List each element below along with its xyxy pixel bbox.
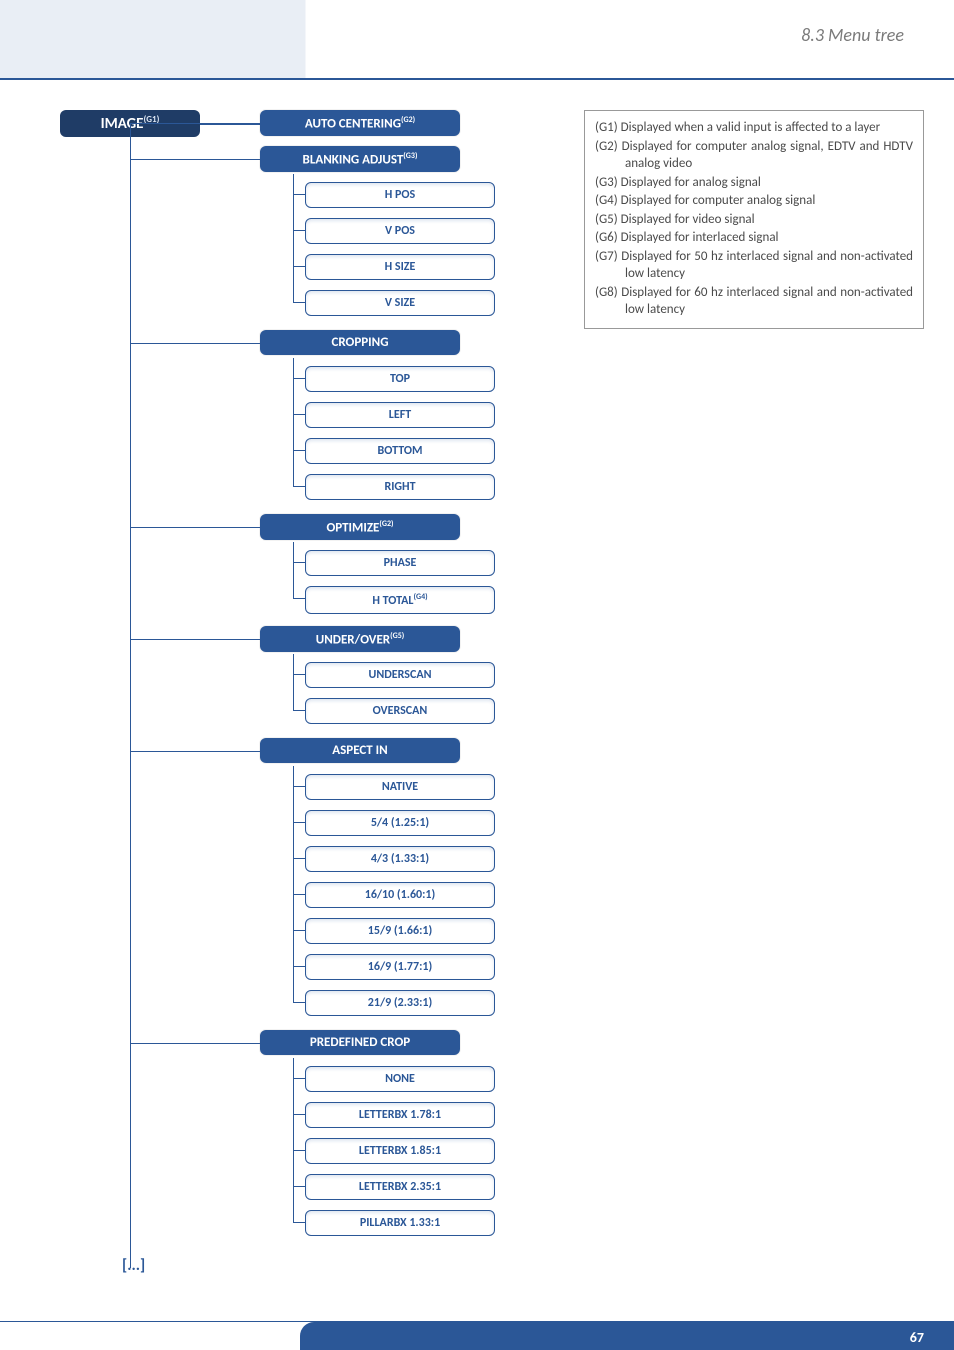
tree-section-4: UNDER/OVER(G5) xyxy=(260,626,460,652)
tree-line xyxy=(293,1078,305,1079)
tree-line xyxy=(293,358,294,486)
legend-item-1: (G2) Displayed for computer analog signa… xyxy=(595,138,913,173)
tree-leaf-1-2: H SIZE xyxy=(305,254,495,280)
tree-line xyxy=(293,822,305,823)
tree-line xyxy=(293,858,305,859)
tree-leaf-1-0: H POS xyxy=(305,182,495,208)
tree-line xyxy=(293,414,305,415)
tree-leaf-5-6: 21/9 (2.33:1) xyxy=(305,990,495,1016)
section-title: 8.3 Menu tree xyxy=(801,24,904,46)
tree-leaf-5-4: 15/9 (1.66:1) xyxy=(305,918,495,944)
tree-leaf-3-0: PHASE xyxy=(305,550,495,576)
tree-line xyxy=(293,486,305,487)
tree-line xyxy=(293,1058,294,1222)
tree-leaf-4-1: OVERSCAN xyxy=(305,698,495,724)
tree-section-2: CROPPING xyxy=(260,330,460,355)
content-area: IMAGE(G1) AUTO CENTERING(G2)BLANKING ADJ… xyxy=(0,110,954,1290)
tree-section-6: PREDEFINED CROP xyxy=(260,1030,460,1055)
tree-leaf-2-1: LEFT xyxy=(305,402,495,428)
tree-leaf-1-1: V POS xyxy=(305,218,495,244)
legend-item-4: (G5) Displayed for video signal xyxy=(595,211,913,229)
tree-leaf-2-3: RIGHT xyxy=(305,474,495,500)
tree-line xyxy=(293,266,305,267)
tree-line xyxy=(293,1002,305,1003)
tree-section-5: ASPECT IN xyxy=(260,738,460,763)
tree-line xyxy=(293,1114,305,1115)
tree-line xyxy=(293,1150,305,1151)
tree-line xyxy=(293,302,305,303)
tree-leaf-6-1: LETTERBX 1.78:1 xyxy=(305,1102,495,1128)
legend-item-3: (G4) Displayed for computer analog signa… xyxy=(595,192,913,210)
tree-line xyxy=(293,674,305,675)
tree-continuation: [...] xyxy=(122,1256,145,1275)
legend-item-6: (G7) Displayed for 50 hz interlaced sign… xyxy=(595,248,913,283)
tree-line xyxy=(293,542,294,598)
tree-line xyxy=(130,1043,260,1044)
legend-item-0: (G1) Displayed when a valid input is aff… xyxy=(595,119,913,137)
tree-leaf-5-0: NATIVE xyxy=(305,774,495,800)
tree-section-3: OPTIMIZE(G2) xyxy=(260,514,460,540)
tree-leaf-5-2: 4/3 (1.33:1) xyxy=(305,846,495,872)
tree-leaf-1-3: V SIZE xyxy=(305,290,495,316)
tree-line xyxy=(293,710,305,711)
tree-line xyxy=(293,654,294,710)
tree-leaf-3-1: H TOTAL(G4) xyxy=(305,586,495,614)
tree-line xyxy=(200,124,260,125)
tree-leaf-2-0: TOP xyxy=(305,366,495,392)
tree-line xyxy=(130,159,260,160)
legend-item-7: (G8) Displayed for 60 hz interlaced sign… xyxy=(595,284,913,319)
tree-line xyxy=(293,930,305,931)
legend-item-2: (G3) Displayed for analog signal xyxy=(595,174,913,192)
tree-line xyxy=(293,378,305,379)
tree-section-1: BLANKING ADJUST(G3) xyxy=(260,146,460,172)
tree-leaf-6-3: LETTERBX 2.35:1 xyxy=(305,1174,495,1200)
tree-line xyxy=(130,527,260,528)
tree-leaf-2-2: BOTTOM xyxy=(305,438,495,464)
tree-line xyxy=(130,639,260,640)
legend-box: (G1) Displayed when a valid input is aff… xyxy=(584,110,924,329)
tree-line xyxy=(293,1186,305,1187)
tree-leaf-5-5: 16/9 (1.77:1) xyxy=(305,954,495,980)
tree-line xyxy=(293,894,305,895)
tree-line xyxy=(293,562,305,563)
tree-leaf-6-2: LETTERBX 1.85:1 xyxy=(305,1138,495,1164)
tree-line xyxy=(293,598,305,599)
tree-leaf-5-1: 5/4 (1.25:1) xyxy=(305,810,495,836)
tree-line xyxy=(293,786,305,787)
tree-line xyxy=(293,174,294,302)
tree-line xyxy=(293,966,305,967)
tree-leaf-4-0: UNDERSCAN xyxy=(305,662,495,688)
tree-line xyxy=(130,124,131,1268)
footer-bar: 67 xyxy=(300,1322,954,1350)
tree-line xyxy=(293,1222,305,1223)
tree-leaf-6-4: PILLARBX 1.33:1 xyxy=(305,1210,495,1236)
tree-leaf-5-3: 16/10 (1.60:1) xyxy=(305,882,495,908)
tree-line xyxy=(293,766,294,1002)
tree-section-0: AUTO CENTERING(G2) xyxy=(260,110,460,136)
tree-line xyxy=(293,230,305,231)
tree-line xyxy=(130,123,260,124)
page-number: 67 xyxy=(910,1329,924,1346)
tree-line xyxy=(130,343,260,344)
tree-leaf-6-0: NONE xyxy=(305,1066,495,1092)
tree-line xyxy=(130,751,260,752)
legend-item-5: (G6) Displayed for interlaced signal xyxy=(595,229,913,247)
tree-line xyxy=(293,194,305,195)
header-bar: 8.3 Menu tree xyxy=(0,0,954,80)
root-label: IMAGE xyxy=(101,115,144,133)
tree-line xyxy=(293,450,305,451)
